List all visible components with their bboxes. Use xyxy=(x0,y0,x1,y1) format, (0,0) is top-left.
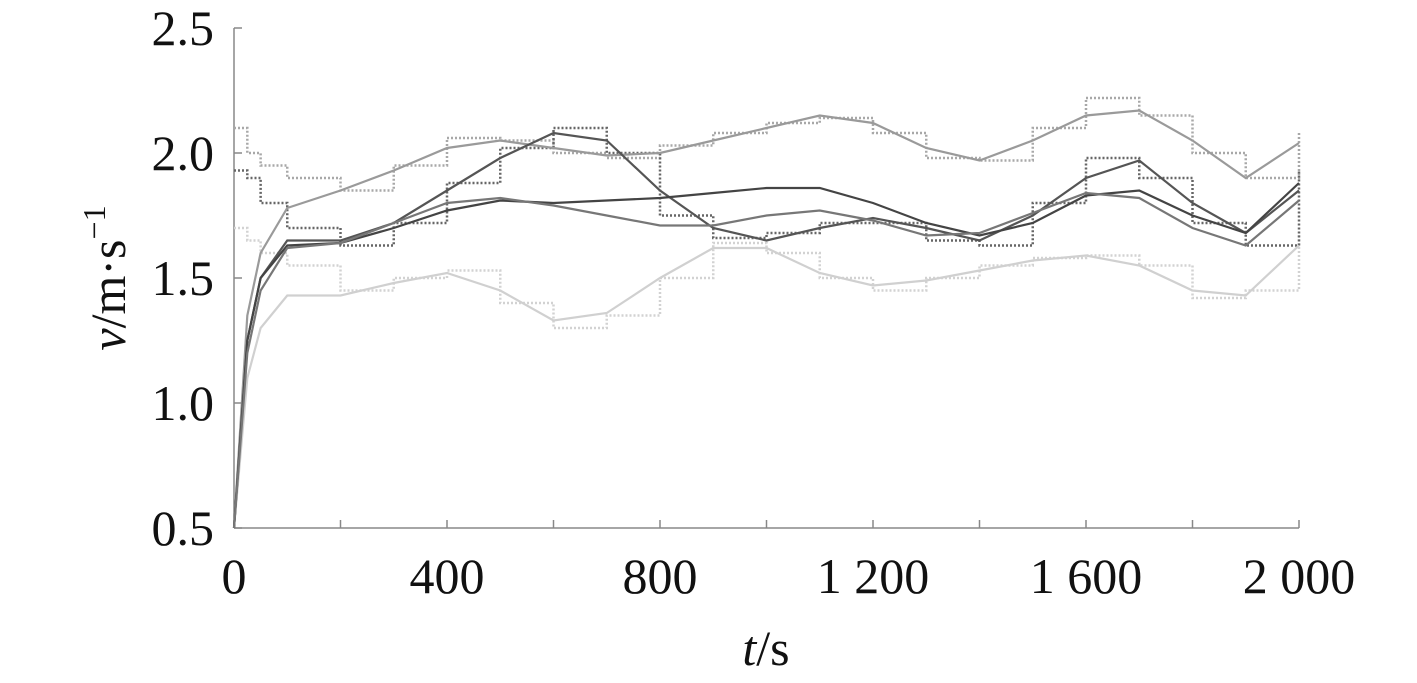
x-tick-label: 2 000 xyxy=(1243,548,1356,604)
series-line xyxy=(232,191,1300,529)
x-label-unit: /s xyxy=(756,620,789,676)
step-line xyxy=(234,96,1301,192)
y-tick-label: 1.5 xyxy=(152,250,215,306)
y-tick-label: 2.5 xyxy=(152,0,215,56)
x-axis-label: t/s xyxy=(742,620,789,676)
series-line xyxy=(232,131,1300,529)
series-line xyxy=(232,109,1300,529)
y-axis-label: v/m·s−1 xyxy=(76,205,136,350)
x-label-var: t xyxy=(742,620,757,676)
x-tick-label: 0 xyxy=(222,548,247,604)
step-line xyxy=(234,226,1301,330)
y-label-unit: /m·s xyxy=(80,239,136,328)
y-tick-label: 1.0 xyxy=(152,375,215,431)
y-tick-label: 0.5 xyxy=(152,500,215,556)
x-tick-label: 800 xyxy=(623,548,698,604)
x-tick-label: 1 600 xyxy=(1030,548,1143,604)
x-tick-label: 400 xyxy=(410,548,485,604)
y-tick-label: 2.0 xyxy=(152,125,215,181)
series-line xyxy=(232,244,1300,529)
y-label-sup: −1 xyxy=(76,205,112,239)
x-tick-label: 1 200 xyxy=(817,548,930,604)
y-label-var: v xyxy=(80,328,136,351)
